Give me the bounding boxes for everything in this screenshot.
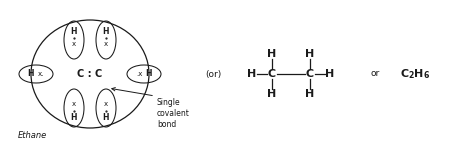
Text: x: x xyxy=(104,101,108,107)
Text: H: H xyxy=(71,112,77,122)
Text: C : C: C : C xyxy=(77,69,103,79)
Text: Single
covalent
bond: Single covalent bond xyxy=(157,98,190,129)
Text: H: H xyxy=(71,26,77,36)
Text: H: H xyxy=(267,49,277,59)
Text: .x: .x xyxy=(136,71,142,77)
Text: x: x xyxy=(104,41,108,47)
Text: x.: x. xyxy=(38,71,44,77)
Text: H: H xyxy=(146,70,152,78)
Text: H: H xyxy=(28,70,34,78)
Text: Ethane: Ethane xyxy=(18,131,47,140)
Text: (or): (or) xyxy=(205,70,221,78)
Text: H: H xyxy=(267,89,277,99)
Text: x: x xyxy=(72,101,76,107)
Text: H: H xyxy=(103,26,109,36)
Text: H: H xyxy=(325,69,335,79)
Text: H: H xyxy=(305,49,315,59)
Text: C: C xyxy=(268,69,276,79)
Text: x: x xyxy=(72,41,76,47)
Text: $\mathregular{C_2H_6}$: $\mathregular{C_2H_6}$ xyxy=(400,67,430,81)
Text: H: H xyxy=(247,69,256,79)
Text: H: H xyxy=(103,112,109,122)
Text: or: or xyxy=(370,70,380,78)
Text: H: H xyxy=(305,89,315,99)
Text: C: C xyxy=(306,69,314,79)
